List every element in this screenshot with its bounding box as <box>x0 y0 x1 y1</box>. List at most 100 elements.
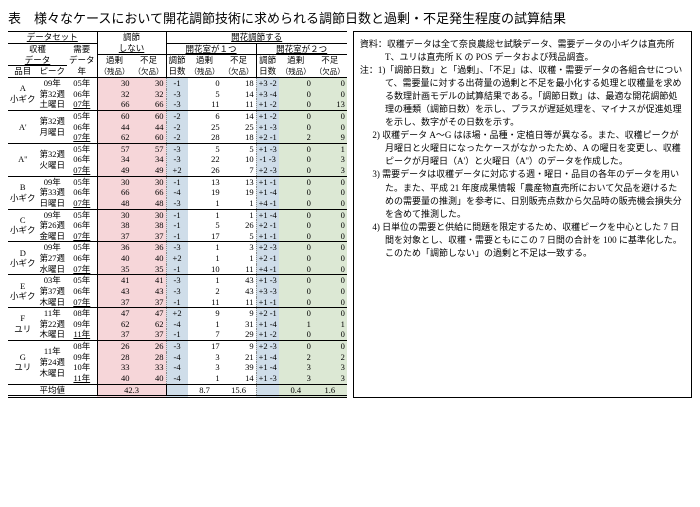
cell: 33 <box>132 362 167 373</box>
cell: 0 <box>313 275 347 286</box>
cell: 0 <box>279 231 313 242</box>
cell: 07年 <box>67 264 97 275</box>
cell: -1 -3 <box>256 154 279 165</box>
cell: 0 <box>313 176 347 187</box>
cell: 05年 <box>67 110 97 121</box>
cell: -1 <box>166 78 188 89</box>
cell: 30 <box>97 209 132 220</box>
group-id: Gユリ <box>8 341 38 385</box>
cell: 1 <box>222 209 257 220</box>
cell: 18 <box>222 132 257 143</box>
cell: +1 -3 <box>256 373 279 384</box>
cell: 0 <box>279 308 313 319</box>
h-days2-a: 日数 <box>169 66 186 76</box>
cell: 09年 <box>67 352 97 363</box>
cell: +1 -2 <box>256 110 279 121</box>
h-short2-c: （欠品） <box>315 67 345 76</box>
cell: 62 <box>97 132 132 143</box>
cell: +2 -3 <box>256 165 279 176</box>
cell: 62 <box>97 319 132 330</box>
cell: 9 <box>188 308 222 319</box>
cell: 0 <box>313 286 347 297</box>
cell: -2 <box>166 132 188 143</box>
cell: -3 <box>166 198 188 209</box>
cell: 9 <box>222 308 257 319</box>
cell: 07年 <box>67 198 97 209</box>
cell: 39 <box>222 362 257 373</box>
cell: +1 -4 <box>256 362 279 373</box>
cell: 0 <box>279 220 313 231</box>
cell: -4 <box>166 352 188 363</box>
cell: 13 <box>313 99 347 110</box>
cell: 48 <box>132 198 167 209</box>
h-peak: ピーク <box>40 66 66 76</box>
cell: 5 <box>188 143 222 154</box>
cell: 0 <box>279 209 313 220</box>
cell: 06年 <box>67 286 97 297</box>
cell: 0 <box>313 198 347 209</box>
cell: 17 <box>188 231 222 242</box>
cell: -1 <box>166 329 188 340</box>
cell: 0 <box>313 110 347 121</box>
cell: 43 <box>222 275 257 286</box>
cell: -4 <box>166 319 188 330</box>
cell: 5 <box>222 143 257 154</box>
cell: 36 <box>97 242 132 253</box>
cell: 0 <box>313 242 347 253</box>
cell: 60 <box>97 110 132 121</box>
cell: 5 <box>188 89 222 100</box>
cell: 07年 <box>67 132 97 143</box>
cell: +1 -4 <box>256 209 279 220</box>
cell: +4 -1 <box>256 264 279 275</box>
cell: +1 -2 <box>256 329 279 340</box>
note-3: 3) 需要データは収穫データに対応する週・曜日・品目の各年のデータを用いた。また… <box>360 168 685 220</box>
cell: 0 <box>313 78 347 89</box>
cell: 05年 <box>67 143 97 154</box>
table-header: データセット 調節 開花調節する 収穫 需要 しない 開花室が１つ 開花室が２つ… <box>8 32 347 78</box>
note-1: 注：1)「調節日数」と「過剰」、「不足」は、収穫・需要データの各組合せについて、… <box>360 64 685 129</box>
cell: 44 <box>97 122 132 133</box>
cell: 57 <box>97 143 132 154</box>
cell: 07年 <box>67 165 97 176</box>
cell: 37 <box>97 231 132 242</box>
cell: 14 <box>222 373 257 384</box>
cell: 0 <box>313 220 347 231</box>
cell: 11 <box>188 297 222 308</box>
cell: 30 <box>132 78 167 89</box>
cell: -1 <box>166 209 188 220</box>
cell: 1 <box>188 198 222 209</box>
cell: 11 <box>188 99 222 110</box>
cell: 3 <box>222 242 257 253</box>
cell: 05年 <box>67 242 97 253</box>
group-id: D小ギク <box>8 242 38 275</box>
cell: 60 <box>132 110 167 121</box>
cell: 43 <box>132 286 167 297</box>
note-2: 2) 収穫データ A〜G はほ場・品種・定植日等が異なる。また、収穫ピークが月曜… <box>360 129 685 168</box>
cell: 14 <box>222 110 257 121</box>
h-year: 年 <box>78 66 87 76</box>
group-id: C小ギク <box>8 209 38 242</box>
h-short-c: 不足 <box>321 55 338 65</box>
cell: 6 <box>188 110 222 121</box>
notes-box: 資料：収穫データは全て奈良農総セ試験データ、需要データの小ギクは直売所 T、ユリ… <box>353 31 692 398</box>
cell: 1 <box>188 373 222 384</box>
cell: 0 <box>279 165 313 176</box>
group-week: 第32週月曜日 <box>38 110 68 143</box>
cell: 3 <box>313 165 347 176</box>
cell: 11 <box>222 297 257 308</box>
table-row: A''第32週火曜日05年5757-355+1 -301 <box>8 143 347 154</box>
cell: 1 <box>313 319 347 330</box>
cell: 0 <box>279 286 313 297</box>
cell: 35 <box>97 264 132 275</box>
cell: 47 <box>97 308 132 319</box>
cell: 05年 <box>67 209 97 220</box>
h-item: 品目 <box>14 66 31 76</box>
group-id: A小ギク <box>8 78 38 111</box>
cell: 11 <box>222 99 257 110</box>
cell: 06年 <box>67 220 97 231</box>
cell: 06年 <box>67 253 97 264</box>
cell: 40 <box>97 373 132 384</box>
cell: +2 <box>166 165 188 176</box>
cell: 32 <box>97 89 132 100</box>
h-days-b: 調節 <box>259 55 276 65</box>
